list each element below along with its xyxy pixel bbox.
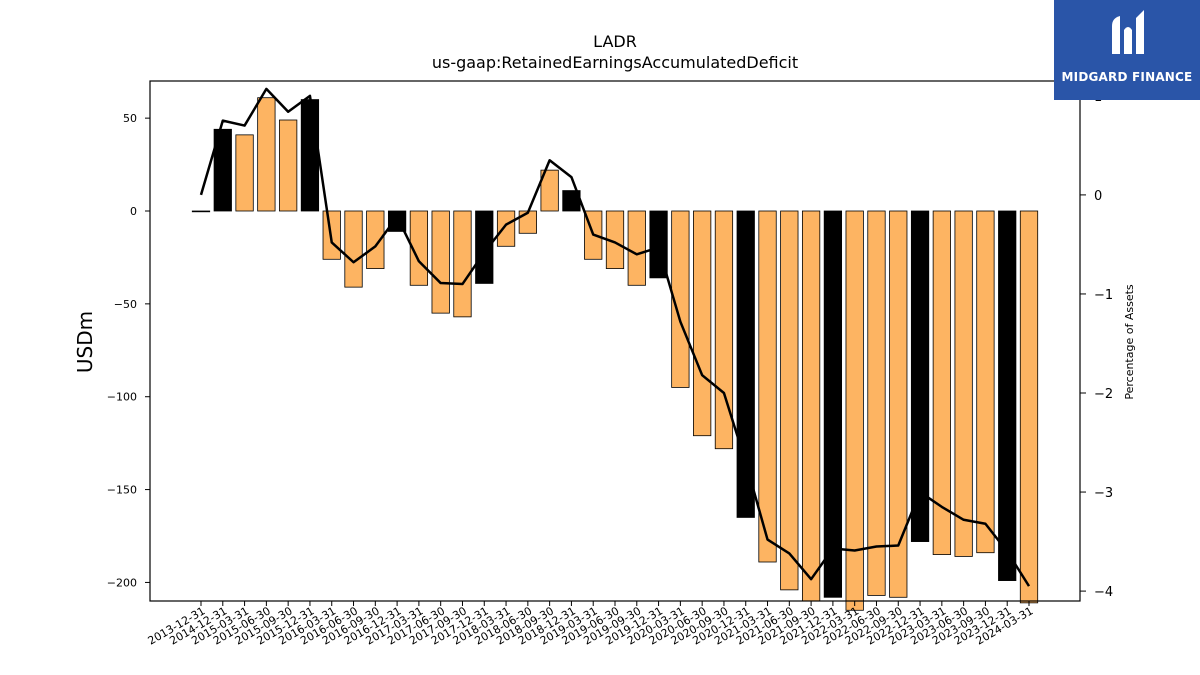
logo-text: MIDGARD FINANCE [1061, 70, 1193, 84]
bar [671, 210, 690, 388]
bar [191, 210, 211, 213]
y-tick-label: −150 [107, 484, 137, 497]
percent-line [199, 87, 1031, 587]
bar [780, 210, 799, 591]
y-tick-label: −50 [114, 298, 137, 311]
bar [540, 169, 559, 212]
bar [889, 210, 908, 598]
bar [235, 134, 254, 212]
bar [300, 99, 320, 212]
logo-mark-icon [1112, 10, 1144, 54]
y2-tick-label: −3 [1094, 486, 1113, 501]
y2-tick-label: −1 [1094, 288, 1113, 303]
bar [344, 210, 363, 288]
bar [431, 210, 450, 314]
x-axis: 2013-12-312014-12-312015-03-312015-06-30… [146, 601, 1036, 648]
bar [976, 210, 995, 554]
y-axis-label: USDm [73, 311, 97, 373]
bar [496, 210, 516, 247]
right-y-axis: 10−1−2−3−4 [1080, 90, 1113, 600]
y-tick-label: −200 [107, 576, 137, 589]
bar [867, 210, 886, 596]
bar [475, 210, 494, 284]
bar [954, 210, 973, 557]
bar [758, 210, 777, 563]
y-tick-label: −100 [107, 391, 137, 404]
bar [910, 210, 930, 542]
bar [845, 210, 864, 611]
bar [1019, 210, 1039, 604]
chart-title: LADR [593, 32, 637, 51]
bar [998, 210, 1017, 581]
bar [823, 210, 843, 598]
y2-tick-label: 0 [1094, 189, 1102, 204]
bar [736, 210, 755, 518]
y2-axis-label: Percentage of Assets [1123, 284, 1136, 400]
y-tick-label: 50 [123, 112, 137, 125]
y2-tick-label: −4 [1094, 585, 1113, 600]
bar [279, 119, 298, 212]
bar [801, 210, 821, 602]
bar [213, 128, 232, 212]
bar [257, 97, 276, 212]
bar-series [191, 97, 1039, 611]
bar [932, 210, 951, 555]
chart-subtitle: us-gaap:RetainedEarningsAccumulatedDefic… [432, 53, 798, 72]
bar [453, 210, 472, 318]
y2-tick-label: −2 [1094, 387, 1113, 402]
left-y-axis: 50 0 −50 −100 −150 −200 [107, 112, 150, 589]
bar [693, 210, 712, 437]
bar [627, 210, 646, 286]
bar [366, 210, 385, 269]
midgard-finance-logo: MIDGARD FINANCE [1054, 0, 1200, 100]
bar [518, 210, 537, 234]
percent-line-series [199, 87, 1031, 587]
y-tick-label: 0 [130, 205, 137, 218]
